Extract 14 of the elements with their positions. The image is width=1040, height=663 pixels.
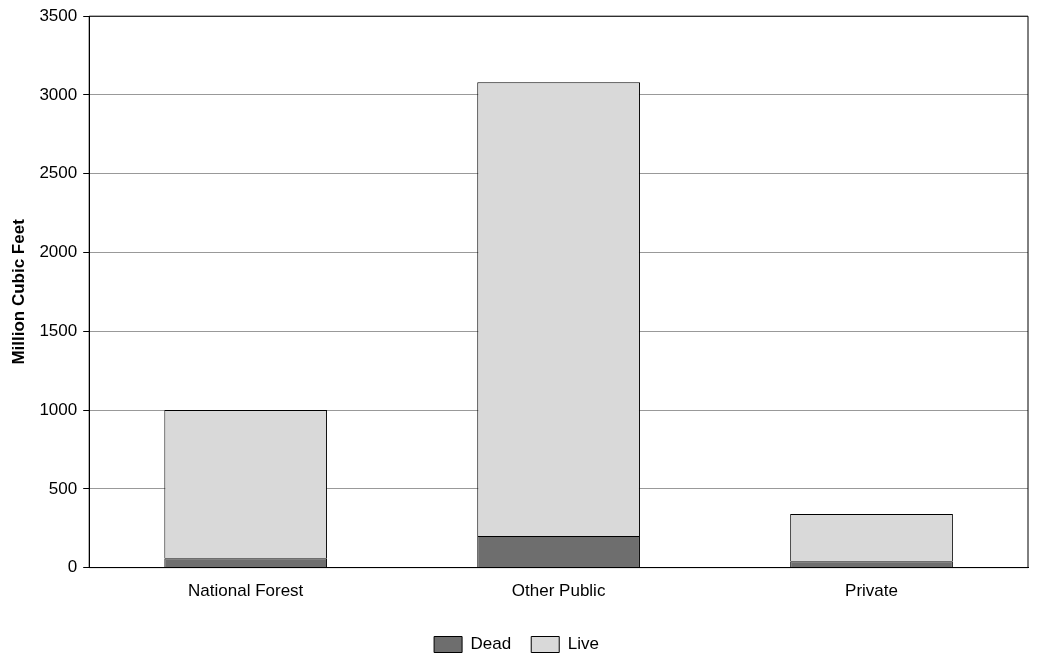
- x-tick-label: Other Public: [511, 581, 606, 601]
- y-tick-label: 1500: [39, 320, 78, 340]
- y-tick-label: 2500: [39, 163, 78, 183]
- y-tick-label: 0: [67, 557, 78, 577]
- y-tick-label: 500: [48, 478, 78, 498]
- x-tick-label: National Forest: [188, 581, 304, 601]
- y-axis-title: Million Cubic Feet: [8, 218, 28, 365]
- y-tick-label: 2000: [39, 242, 78, 262]
- y-tick-label: 1000: [39, 399, 78, 419]
- y-tick-label: 3000: [39, 84, 78, 104]
- legend-label: Dead: [470, 634, 512, 654]
- legend-label: Live: [567, 634, 599, 654]
- x-tick-label: Private: [845, 581, 898, 601]
- y-tick-label: 3500: [39, 5, 78, 25]
